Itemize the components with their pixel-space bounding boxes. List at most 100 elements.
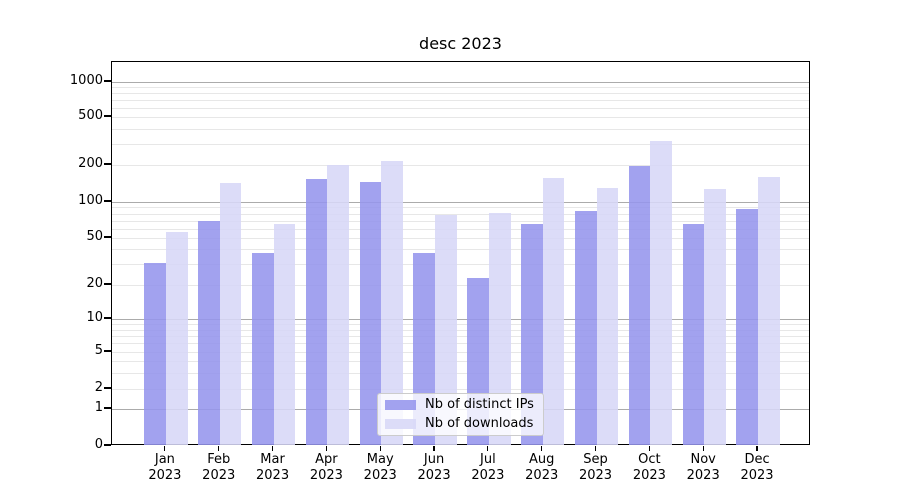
bar-downloads xyxy=(650,141,672,445)
x-tick-label: Jul 2023 xyxy=(471,452,505,483)
x-tick-label: Jan 2023 xyxy=(148,452,182,483)
gridline-minor xyxy=(112,352,809,353)
y-tick-mark xyxy=(104,115,111,117)
gridline-minor xyxy=(112,143,809,145)
x-tick-label: Nov 2023 xyxy=(686,452,720,483)
y-tick-mark xyxy=(104,163,111,165)
gridline-minor xyxy=(112,87,809,89)
y-tick-label: 20 xyxy=(86,276,103,291)
bar-downloads xyxy=(273,224,296,445)
gridline-minor xyxy=(112,372,809,374)
gridline-minor xyxy=(112,329,809,331)
x-tick-label: Oct 2023 xyxy=(632,452,666,483)
y-tick-mark xyxy=(104,387,111,389)
x-tick-mark xyxy=(594,446,597,451)
bar-downloads xyxy=(327,165,350,445)
gridline-minor xyxy=(112,249,809,251)
y-tick-mark xyxy=(104,200,111,202)
x-tick-mark xyxy=(379,446,381,451)
gridline-major xyxy=(112,319,809,320)
gridline-minor xyxy=(112,100,809,101)
gridline-minor xyxy=(112,228,809,230)
y-tick-label: 1000 xyxy=(69,73,103,88)
legend-label-distinct-ips: Nb of distinct IPs xyxy=(425,397,534,412)
gridline-minor xyxy=(112,335,809,337)
x-tick-mark xyxy=(487,446,489,451)
gridline-minor xyxy=(112,93,809,95)
x-tick-mark xyxy=(164,446,166,451)
y-tick-mark xyxy=(104,80,111,82)
gridline-minor xyxy=(112,324,809,326)
gridline-minor xyxy=(112,238,809,239)
x-tick-label: Mar 2023 xyxy=(256,452,290,483)
bar-downloads xyxy=(488,212,511,445)
gridline-minor xyxy=(112,107,809,109)
y-tick-label: 2 xyxy=(94,380,103,395)
y-tick-mark xyxy=(104,444,111,446)
legend-item-downloads: Nb of downloads xyxy=(385,417,536,431)
legend: Nb of distinct IPs Nb of downloads xyxy=(377,393,544,436)
bar-downloads xyxy=(704,189,726,445)
bar-distinct-ips xyxy=(144,262,166,445)
plot-area xyxy=(111,61,810,445)
gridline-minor xyxy=(112,207,809,209)
gridline-minor xyxy=(112,128,809,130)
x-tick-label: Feb 2023 xyxy=(202,452,236,483)
bar-downloads xyxy=(542,177,565,445)
x-tick-label: Apr 2023 xyxy=(309,452,343,483)
y-tick-label: 1 xyxy=(94,400,103,415)
x-tick-mark xyxy=(648,446,650,451)
legend-swatch-distinct-ips xyxy=(385,400,416,410)
y-tick-label: 0 xyxy=(94,437,103,452)
chart-title: desc 2023 xyxy=(419,34,502,53)
y-tick-label: 200 xyxy=(78,156,103,171)
bar-distinct-ips xyxy=(305,179,328,445)
legend-label-downloads: Nb of downloads xyxy=(425,416,534,431)
y-tick-mark xyxy=(104,350,111,352)
x-tick-label: May 2023 xyxy=(363,452,397,483)
bar-distinct-ips xyxy=(198,220,220,445)
bar-distinct-ips xyxy=(251,253,274,445)
x-tick-mark xyxy=(756,446,758,451)
y-tick-label: 50 xyxy=(86,229,103,244)
x-tick-mark xyxy=(541,446,543,451)
x-tick-mark xyxy=(271,446,274,451)
x-tick-mark xyxy=(702,446,704,451)
gridline-minor xyxy=(112,220,809,222)
y-tick-label: 5 xyxy=(94,343,103,358)
gridline-major xyxy=(112,82,809,83)
bar-downloads xyxy=(381,160,403,445)
y-tick-mark xyxy=(104,317,111,319)
y-tick-label: 100 xyxy=(78,193,103,208)
bar-downloads xyxy=(435,214,457,445)
bar-distinct-ips xyxy=(359,182,382,445)
x-tick-mark xyxy=(325,446,327,451)
bar-downloads xyxy=(758,176,780,445)
legend-swatch-downloads xyxy=(385,419,416,429)
x-tick-label: Sep 2023 xyxy=(578,452,613,483)
y-tick-label: 500 xyxy=(78,108,103,123)
legend-item-distinct-ips: Nb of distinct IPs xyxy=(385,398,536,412)
gridline-minor xyxy=(112,117,809,118)
y-tick-label: 10 xyxy=(86,310,103,325)
bar-downloads xyxy=(165,232,188,445)
y-tick-mark xyxy=(104,283,111,285)
x-tick-mark xyxy=(218,446,220,451)
x-tick-mark xyxy=(433,446,435,451)
gridline-minor xyxy=(112,285,809,286)
x-tick-label: Jun 2023 xyxy=(417,452,451,483)
gridline-minor xyxy=(112,361,809,362)
gridline-minor xyxy=(112,213,809,215)
bar-distinct-ips xyxy=(574,211,597,445)
gridline-minor xyxy=(112,389,809,390)
x-tick-label: Dec 2023 xyxy=(740,452,774,483)
gridline-minor xyxy=(112,264,809,266)
bar-downloads xyxy=(219,182,242,445)
bar-distinct-ips xyxy=(736,209,759,445)
y-tick-mark xyxy=(104,407,111,409)
gridline-minor xyxy=(112,165,809,166)
bar-distinct-ips xyxy=(521,223,543,445)
x-tick-label: Aug 2023 xyxy=(525,452,559,483)
bar-downloads xyxy=(596,187,619,445)
